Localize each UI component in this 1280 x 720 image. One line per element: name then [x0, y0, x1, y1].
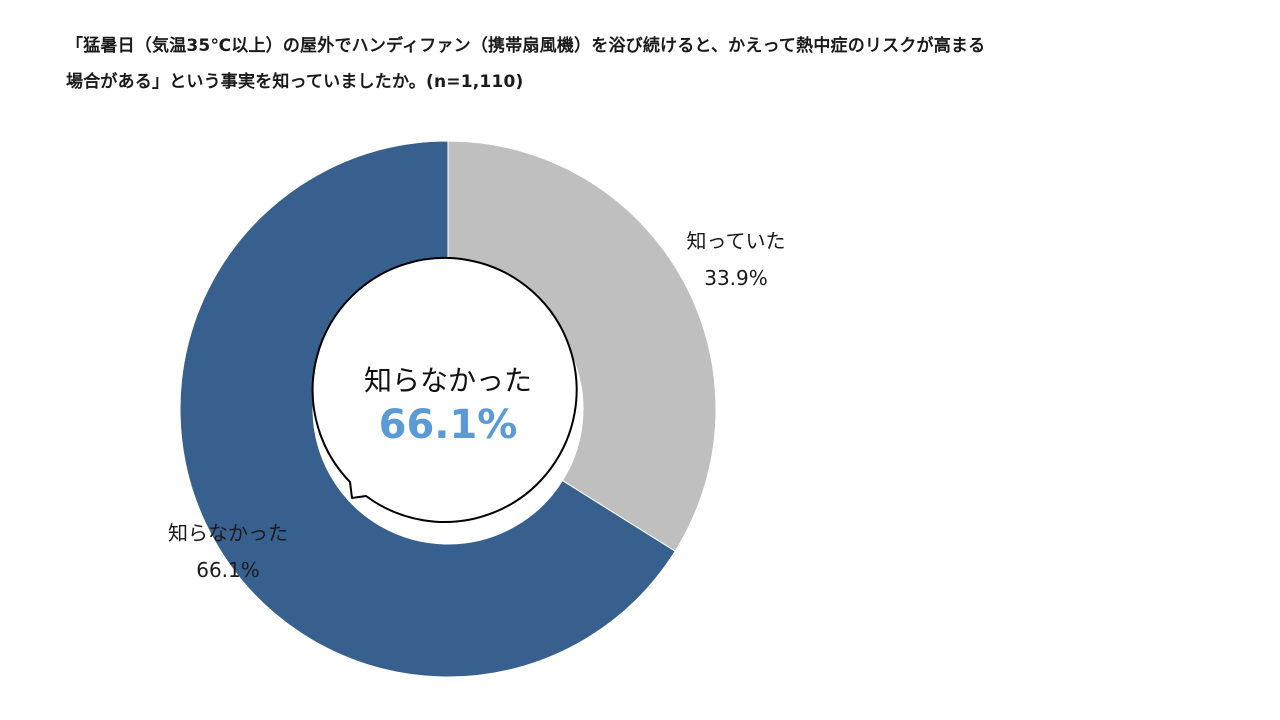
slice-label-known: 知っていた — [687, 229, 786, 253]
center-callout-bubble — [311, 257, 578, 523]
slice-value-unknown: 66.1% — [196, 558, 260, 582]
slice-value-known: 33.9% — [704, 266, 768, 290]
center-callout-value: 66.1% — [379, 402, 518, 448]
chart-title-line-2: 場合がある」という事実を知っていましたか。(n=1,110) — [66, 72, 524, 92]
slice-label-unknown: 知らなかった — [168, 521, 288, 545]
chart-title-line-1: 「猛暑日（気温35℃以上）の屋外でハンディファン（携帯扇風機）を浴び続けると、か… — [66, 36, 986, 56]
center-callout-label: 知らなかった — [364, 364, 532, 397]
donut-slice-unknown — [179, 140, 676, 678]
chart-title: 「猛暑日（気温35℃以上）の屋外でハンディファン（携帯扇風機）を浴び続けると、か… — [66, 28, 1066, 100]
